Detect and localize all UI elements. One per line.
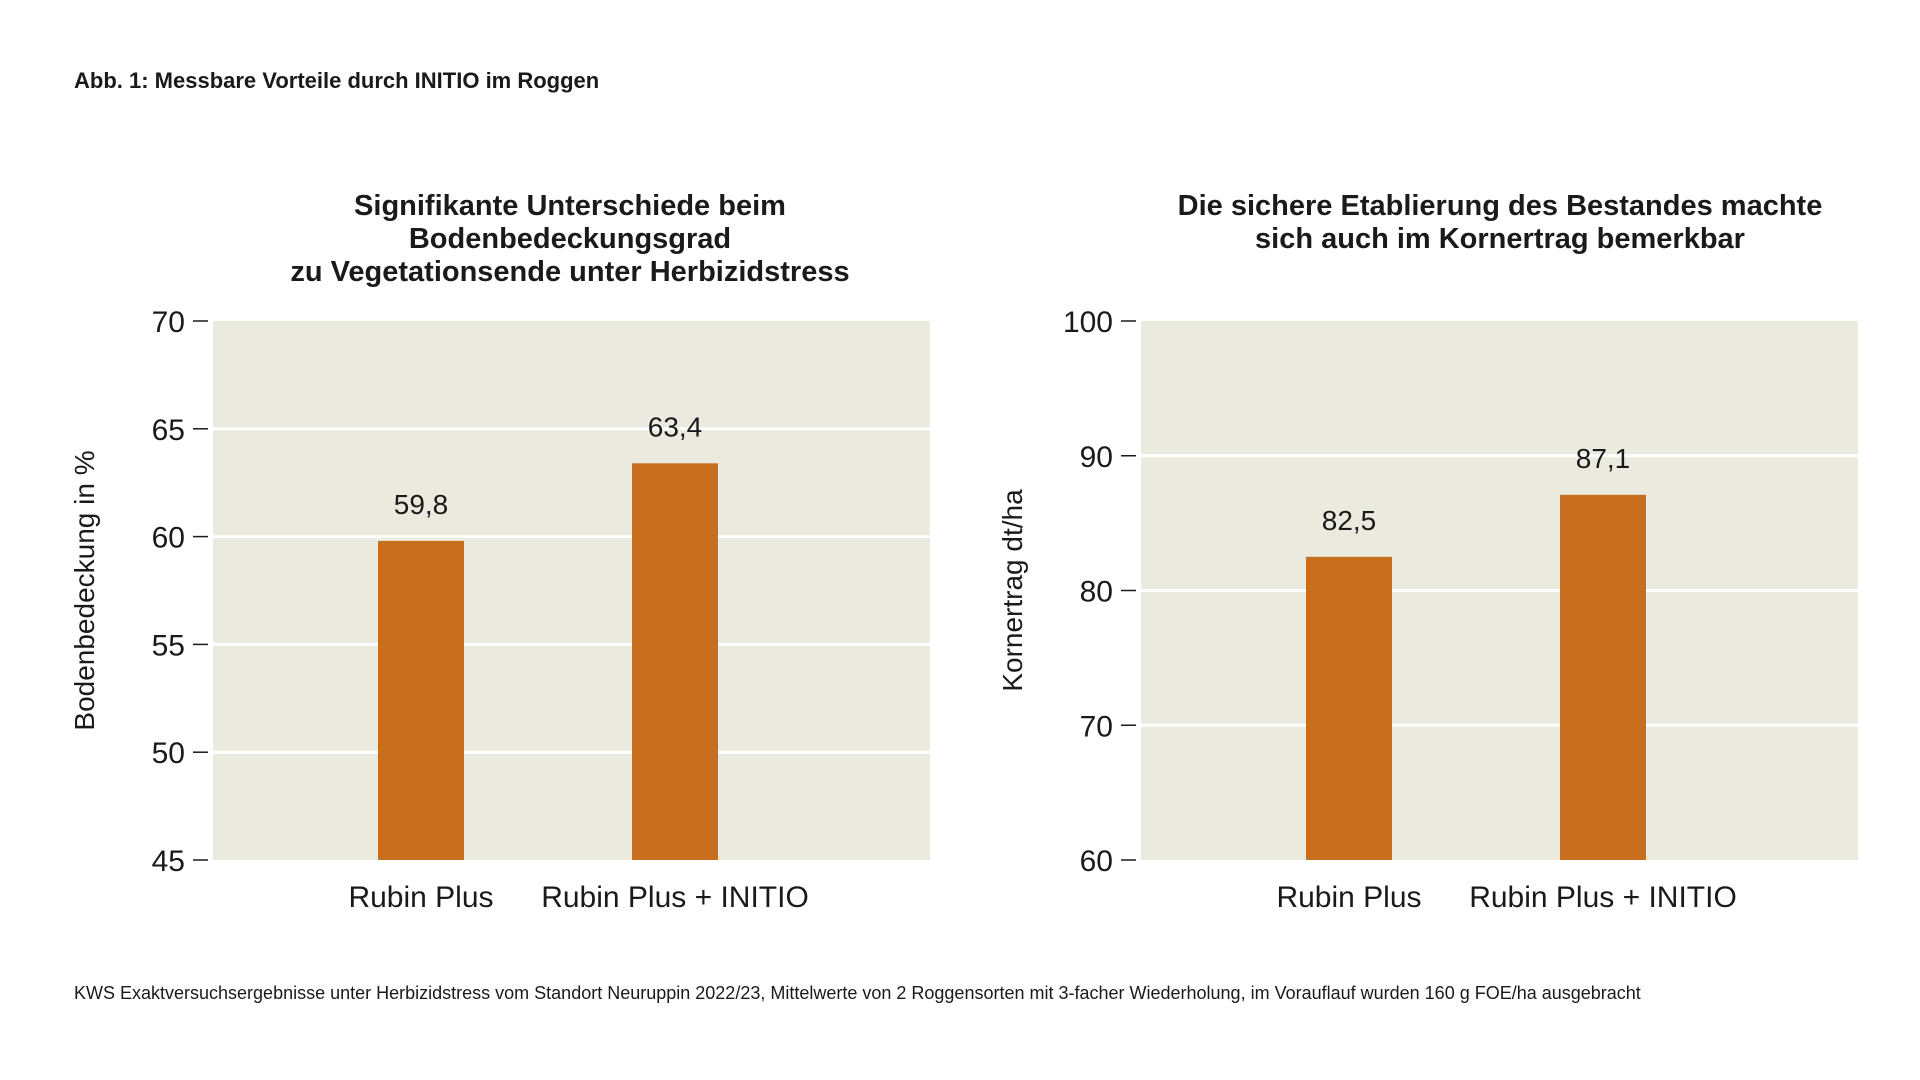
right-chart-category-label: Rubin Plus + INITIO [1469, 881, 1737, 914]
right-chart-y-tick-label: 100 [1063, 306, 1113, 339]
left-chart-y-tick-label: 55 [152, 629, 185, 662]
right-chart-y-tick-label: 90 [1080, 441, 1113, 474]
left-chart-plot-area [213, 321, 930, 860]
left-chart-y-axis-label: Bodenbedeckung in % [69, 450, 100, 730]
right-chart-bar [1560, 494, 1646, 860]
chart-right-title-line-2: sich auch im Kornertrag bemerkbar [1255, 223, 1745, 255]
right-chart-y-axis-label: Kornertrag dt/ha [997, 489, 1028, 692]
chart-left-title: Signifikante Unterschiede beim Bodenbede… [180, 190, 960, 289]
left-chart-bar [378, 540, 464, 860]
left-chart-y-tick-label: 45 [152, 845, 185, 878]
left-chart-y-tick-label: 50 [152, 737, 185, 770]
left-chart-data-label: 59,8 [394, 489, 449, 520]
chart-right-title: Die sichere Etablierung des Bestandes ma… [1110, 190, 1890, 256]
left-chart-category-label: Rubin Plus [348, 881, 493, 914]
right-chart-data-label: 82,5 [1322, 505, 1377, 536]
left-chart-y-tick-label: 65 [152, 414, 185, 447]
right-chart-category-label: Rubin Plus [1276, 881, 1421, 914]
left-chart-data-label: 63,4 [648, 411, 703, 442]
right-chart-data-label: 87,1 [1576, 443, 1631, 474]
left-chart-bar [632, 463, 718, 860]
figure-title: Abb. 1: Messbare Vorteile durch INITIO i… [74, 68, 600, 93]
left-chart-y-tick-label: 60 [152, 522, 185, 555]
right-chart-y-tick-label: 80 [1080, 576, 1113, 609]
right-chart-y-tick-label: 60 [1080, 845, 1113, 878]
left-chart-category-label: Rubin Plus + INITIO [541, 881, 809, 914]
chart-left-title-line-1: Signifikante Unterschiede beim [354, 190, 786, 222]
chart-left-title-line-2: Bodenbedeckungsgrad [408, 223, 732, 255]
chart-left-title-line-3: zu Vegetationsende unter Herbizidstress [290, 256, 850, 288]
right-chart-bar [1306, 556, 1392, 860]
footnote: KWS Exaktversuchsergebnisse unter Herbiz… [74, 983, 1641, 1003]
left-chart-y-tick-label: 70 [152, 306, 185, 339]
chart-right-title-line-1: Die sichere Etablierung des Bestandes ma… [1177, 190, 1823, 222]
right-chart-y-tick-label: 70 [1080, 710, 1113, 743]
